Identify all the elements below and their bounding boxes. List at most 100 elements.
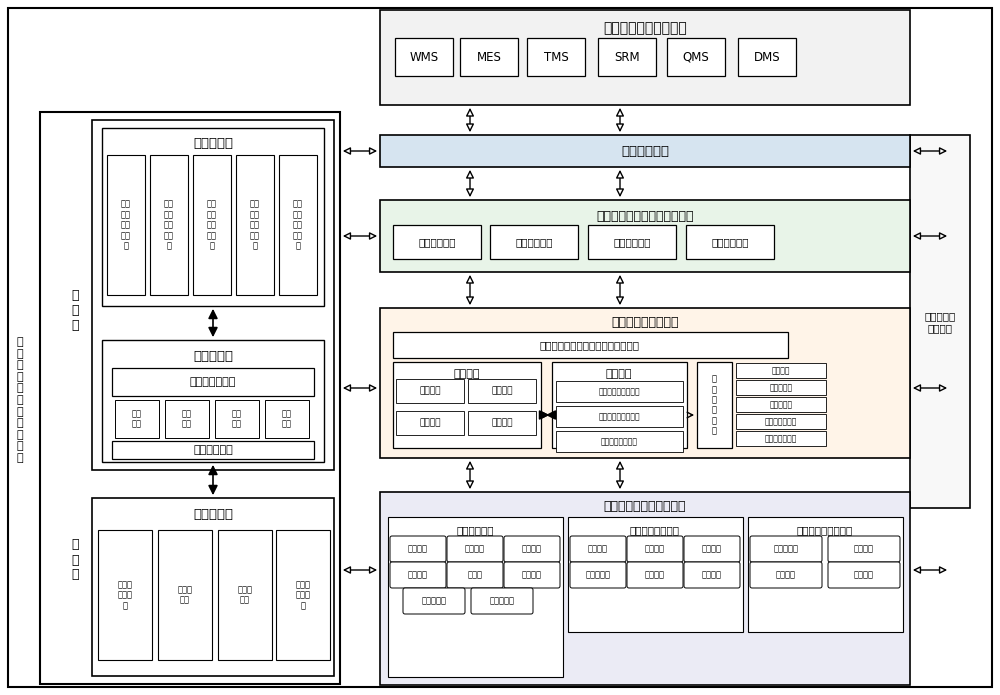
Text: 制造信息预估: 制造信息预估 [515,237,553,247]
Bar [506,538,558,560]
Text: 温度与湿度: 温度与湿度 [774,544,798,553]
Bar [468,379,536,403]
Bar [697,362,732,448]
FancyBboxPatch shape [570,536,626,562]
Text: DMS: DMS [754,51,780,63]
Bar [568,517,743,632]
Bar [736,397,826,412]
Text: 折旧系数: 折旧系数 [854,571,874,580]
Text: 逻辑功能层: 逻辑功能层 [193,350,233,363]
Text: 制造信息融合: 制造信息融合 [418,237,456,247]
Bar [736,380,826,395]
Bar [748,517,903,632]
Text: 制造条件匹配: 制造条件匹配 [711,237,749,247]
Text: 物料报废率: 物料报废率 [422,596,446,605]
Bar [388,517,563,677]
Text: 物料类型: 物料类型 [465,544,485,553]
Bar [490,225,578,259]
Text: 信息管理中间件: 信息管理中间件 [190,377,236,387]
Bar [380,492,910,685]
Text: 数据
镜像: 数据 镜像 [232,409,242,429]
FancyBboxPatch shape [390,562,446,588]
FancyBboxPatch shape [627,536,683,562]
Text: 质量管
理规则
库: 质量管 理规则 库 [296,580,310,610]
Text: 环境
状态
分析
与决
策: 环境 状态 分析 与决 策 [293,199,303,250]
Text: 加工工艺: 加工工艺 [419,418,441,427]
Text: 云端制造信息模型层: 云端制造信息模型层 [611,316,679,329]
FancyBboxPatch shape [390,536,446,562]
Text: 云端制造平台应用系统: 云端制造平台应用系统 [603,21,687,35]
Bar [218,530,272,660]
Text: 物流
状态
分析
与决
策: 物流 状态 分析 与决 策 [250,199,260,250]
Text: 任务期望与关联制造要素的信息融合: 任务期望与关联制造要素的信息融合 [540,340,640,350]
FancyBboxPatch shape [750,536,822,562]
Bar [40,112,340,684]
FancyBboxPatch shape [504,562,560,588]
Text: 过滤规
则库: 过滤规 则库 [178,585,192,605]
Bar [738,38,796,76]
FancyBboxPatch shape [828,562,900,588]
Text: 工业互联网
支撑平台: 工业互联网 支撑平台 [924,311,956,333]
Text: 工艺卡号: 工艺卡号 [522,571,542,580]
Text: 工人工号: 工人工号 [645,544,665,553]
Bar [115,400,159,438]
FancyBboxPatch shape [684,536,740,562]
Text: 开始时间: 开始时间 [702,571,722,580]
Bar [380,10,910,105]
FancyBboxPatch shape [471,588,533,614]
Text: 工人成本: 工人成本 [645,571,665,580]
Text: 机床状态: 机床状态 [772,366,790,375]
Bar [380,135,910,167]
Text: 存
储
层: 存 储 层 [71,539,79,582]
Bar [598,38,656,76]
Bar [556,431,683,452]
Text: 任务强度的时间分布: 任务强度的时间分布 [598,412,640,421]
Text: 事件数
据库: 事件数 据库 [238,585,252,605]
Bar [380,308,910,458]
Bar [468,411,536,435]
Bar [102,128,324,306]
Text: 属性信息: 属性信息 [419,386,441,395]
Text: 能耗
状态
分析
与决
策: 能耗 状态 分析 与决 策 [121,199,131,250]
Bar [556,381,683,402]
Text: TMS: TMS [544,51,568,63]
Text: 能耗期望: 能耗期望 [491,418,513,427]
Bar [92,120,334,470]
Bar [393,225,481,259]
Bar [112,441,314,459]
FancyBboxPatch shape [447,562,503,588]
FancyBboxPatch shape [403,588,465,614]
Text: 下料尺寸: 下料尺寸 [408,571,428,580]
Text: 数据
清洗: 数据 清洗 [182,409,192,429]
Bar [392,538,444,560]
Text: 物料信息采集: 物料信息采集 [456,525,494,535]
Text: 物料合格率: 物料合格率 [490,596,514,605]
Bar [102,340,324,462]
Bar [556,406,683,427]
Text: 制造要求: 制造要求 [491,386,513,395]
Text: 资料号: 资料号 [468,571,482,580]
Bar [686,225,774,259]
Bar [393,362,541,448]
FancyBboxPatch shape [684,562,740,588]
Text: 制造基
础信息
库: 制造基 础信息 库 [118,580,132,610]
Bar [92,498,334,676]
Text: 制造过程信息采集: 制造过程信息采集 [630,525,680,535]
Bar [276,530,330,660]
Text: 机器人空间分布: 机器人空间分布 [765,417,797,426]
Text: 机器人负荷: 机器人负荷 [769,383,793,392]
Text: 云端制造信息采集监控层: 云端制造信息采集监控层 [604,500,686,514]
Bar [736,363,826,378]
Text: 使用寿命: 使用寿命 [854,544,874,553]
Bar [736,431,826,446]
Text: 物料形状: 物料形状 [522,544,542,553]
Text: 任务期望: 任务期望 [606,369,632,379]
Bar [380,200,910,272]
Text: MES: MES [477,51,501,63]
Bar [112,368,314,396]
Bar [527,38,585,76]
Text: 异构业务接口: 异构业务接口 [621,145,669,158]
Bar [588,225,676,259]
Bar [449,538,501,560]
Text: SRM: SRM [614,51,640,63]
